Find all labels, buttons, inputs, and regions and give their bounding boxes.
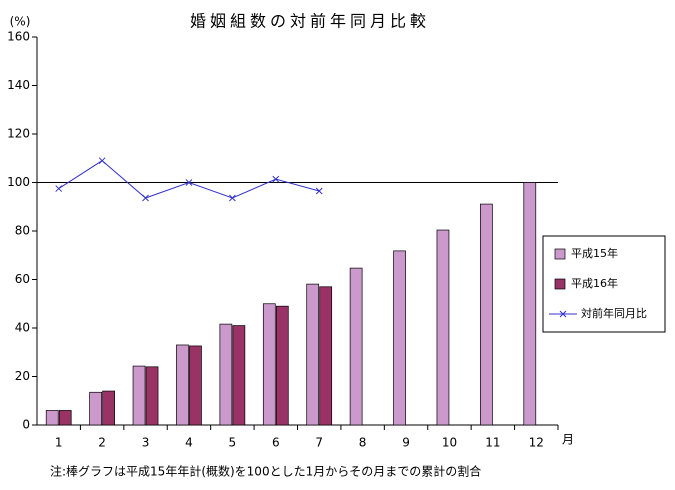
note: 注:棒グラフは平成15年年計(概数)を100とした1月からその月までの累計の割合	[50, 464, 481, 479]
marker	[98, 157, 106, 165]
bar	[275, 305, 289, 426]
bar	[262, 303, 276, 426]
y-tick-label: 140	[7, 78, 30, 92]
bar	[132, 365, 146, 426]
x-tick-label: 7	[315, 436, 323, 450]
marker	[55, 185, 63, 192]
x-tick-label: 8	[359, 436, 367, 450]
bar	[45, 410, 59, 426]
bar	[145, 366, 159, 426]
y-tick-label: 0	[22, 418, 30, 432]
x-tick-label: 11	[485, 436, 500, 450]
y-tick-label: 40	[15, 321, 30, 335]
x-tick-label: 12	[529, 436, 544, 450]
y-tick-label: 20	[15, 369, 30, 383]
x-tick-label: 3	[142, 436, 150, 450]
line	[58, 160, 320, 199]
x-tick-label: 10	[442, 436, 457, 450]
bar	[58, 410, 72, 426]
bar	[306, 283, 320, 426]
bar	[189, 345, 202, 426]
y-axis-label: (%)	[10, 15, 31, 29]
bar	[89, 391, 102, 426]
bar	[102, 390, 115, 426]
y-tick-label: 120	[7, 127, 30, 141]
marker	[272, 175, 280, 183]
bar	[319, 286, 333, 426]
legend-swatch	[559, 310, 567, 318]
legend-label: 平成16年	[571, 276, 618, 290]
bar	[523, 182, 537, 426]
bar	[232, 325, 246, 426]
x-tick-label: 5	[229, 436, 237, 450]
bar	[436, 229, 450, 426]
y-tick-label: 160	[7, 30, 30, 44]
legend-swatch	[554, 278, 566, 290]
marker	[142, 194, 149, 202]
bar	[176, 344, 189, 426]
bar	[393, 250, 406, 426]
bar	[219, 323, 233, 426]
marker	[315, 187, 323, 195]
y-tick-label: 80	[15, 224, 30, 238]
x-tick-label: 6	[272, 436, 280, 450]
y-tick-label: 60	[15, 272, 30, 286]
legend-label: 平成15年	[571, 246, 618, 260]
x-axis-label: 月	[562, 433, 574, 447]
marker	[229, 194, 236, 202]
legend-swatch	[554, 248, 566, 260]
x-tick-label: 2	[98, 436, 106, 450]
marker	[185, 179, 193, 186]
y-tick-label: 100	[7, 175, 30, 189]
x-tick-label: 9	[402, 436, 410, 450]
bar	[480, 203, 493, 426]
chart-title: 婚姻組数の対前年同月比較	[190, 12, 430, 31]
bar	[349, 267, 363, 426]
x-tick-label: 1	[55, 436, 63, 450]
legend-label: 対前年同月比	[581, 306, 647, 320]
x-tick-label: 4	[185, 436, 193, 450]
